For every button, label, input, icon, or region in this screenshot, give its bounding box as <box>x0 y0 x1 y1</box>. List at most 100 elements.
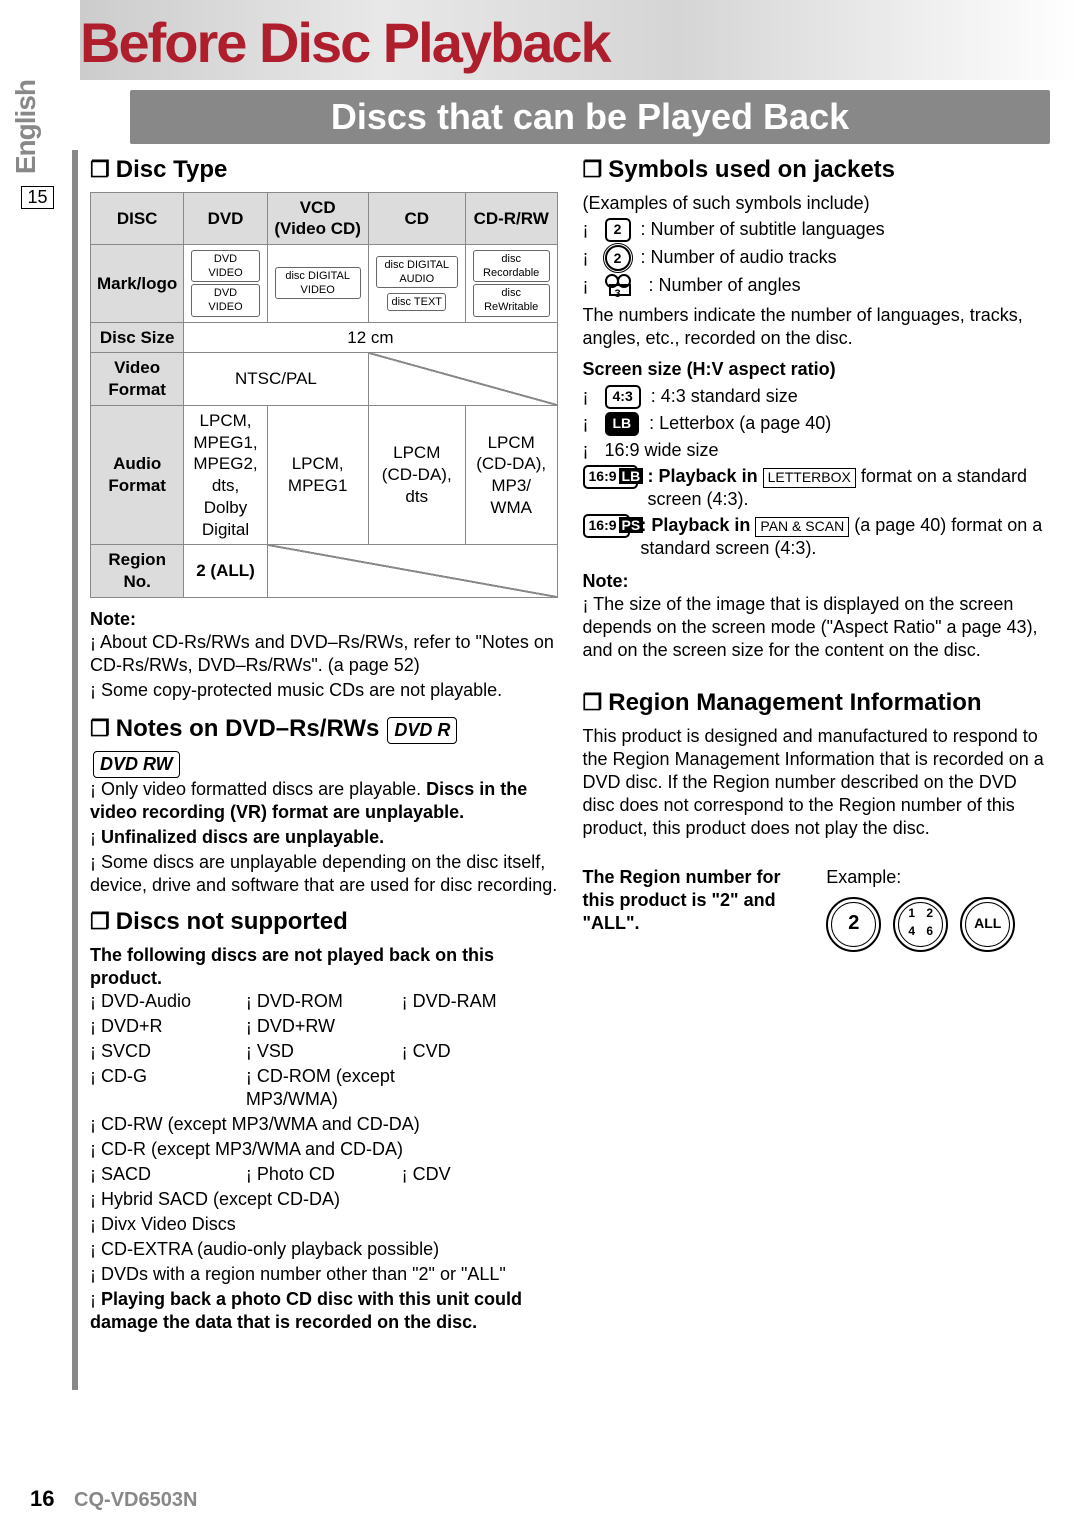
page-footer: 16 CQ-VD6503N <box>30 1486 197 1512</box>
ns-item: DVD-RAM <box>402 990 558 1013</box>
ns-item: Playing back a photo CD disc with this u… <box>90 1288 558 1334</box>
ns-col3: DVD-RAM CVD <box>402 990 558 1088</box>
screen-text: : Letterbox (a page 40) <box>649 412 831 435</box>
afmt-dvd: LPCM, MPEG1, MPEG2, dts, Dolby Digital <box>184 405 267 545</box>
ns-col2: DVD-ROM DVD+RW VSD CD-ROM (except MP3/WM… <box>246 990 402 1111</box>
wide-row: 16:9LB : Playback in LETTERBOX format on… <box>583 465 1051 511</box>
wide-intro-row: 16:9 wide size <box>583 439 1051 462</box>
logo-dvd: DVD VIDEO DVD VIDEO <box>184 245 267 322</box>
not-supported-cols: DVD-Audio DVD+R SVCD CD-G DVD-ROM DVD+RW… <box>90 990 558 1113</box>
letterbox-icon: LB <box>605 412 640 436</box>
bullet-icon <box>583 218 595 241</box>
subtitle-count-icon: 2 <box>605 218 631 242</box>
globe-all-icon: ALL <box>960 897 1015 952</box>
ns-item: CVD <box>402 1040 558 1063</box>
note1-item: Some copy-protected music CDs are not pl… <box>90 679 558 702</box>
ns-item: CD-G <box>90 1065 246 1088</box>
angle-number: 3 <box>615 287 621 301</box>
symbol-text: : Number of subtitle languages <box>641 218 885 241</box>
notes-dvd-item: Only video formatted discs are playable.… <box>90 778 558 824</box>
notes-dvd-list: Only video formatted discs are playable.… <box>90 778 558 897</box>
symbols-note: The size of the image that is displayed … <box>583 593 1051 662</box>
afmt-vcd: LPCM, MPEG1 <box>267 405 368 545</box>
ns-item: VSD <box>246 1040 402 1063</box>
ns-item: CD-R (except MP3/WMA and CD-DA) <box>90 1138 558 1161</box>
row-afmt: Audio Format <box>91 405 184 545</box>
wide-intro: 16:9 wide size <box>605 439 719 462</box>
region-label: The Region number for this product is "2… <box>583 866 807 935</box>
size-val: 12 cm <box>184 322 557 353</box>
screen-size-hdr: Screen size (H:V aspect ratio) <box>583 358 1051 381</box>
language-tab: English <box>10 80 42 174</box>
bullet-icon <box>583 439 595 462</box>
symbol-row: 2 : Number of audio tracks <box>583 245 1051 271</box>
notes-dvd-heading: Notes on DVD–Rs/RWs <box>90 714 379 745</box>
note1-item: About CD-Rs/RWs and DVD–Rs/RWs, refer to… <box>90 631 558 677</box>
globe-q: 4 <box>903 924 921 942</box>
symbols-sub: (Examples of such symbols include) <box>583 192 1051 215</box>
aspect-4-3-icon: 4:3 <box>605 385 641 409</box>
th-cdrrw: CD-R/RW <box>465 192 557 245</box>
section-number-box: 15 <box>21 186 53 209</box>
ns-item: CD-ROM (except MP3/WMA) <box>246 1065 402 1111</box>
notes-dvd-item: Unfinalized discs are unplayable. <box>90 826 558 849</box>
cd-logo-icon: disc DIGITAL AUDIO <box>376 256 458 288</box>
bullet-icon <box>583 274 595 297</box>
ns-item: CD-EXTRA (audio-only playback possible) <box>90 1238 558 1261</box>
page-subtitle: Discs that can be Played Back <box>130 90 1050 144</box>
note1-list: About CD-Rs/RWs and DVD–Rs/RWs, refer to… <box>90 631 558 702</box>
ns-item: Divx Video Discs <box>90 1213 558 1236</box>
notes-dvd-section: Notes on DVD–Rs/RWs DVD R DVD RW <box>90 714 558 778</box>
symbol-row: 2 : Number of subtitle languages <box>583 218 1051 242</box>
dvd-logo-icon: DVD VIDEO <box>191 250 259 282</box>
globe-multi-icon: 1 2 4 6 <box>893 897 948 952</box>
afmt-cd: LPCM (CD-DA), dts <box>368 405 465 545</box>
vfmt-val: NTSC/PAL <box>184 353 368 406</box>
ns-item: CD-RW (except MP3/WMA and CD-DA) <box>90 1113 558 1136</box>
th-cd: CD <box>368 192 465 245</box>
region-row: The Region number for this product is "2… <box>583 866 1051 952</box>
ns-rest: CD-RW (except MP3/WMA and CD-DA) CD-R (e… <box>90 1113 558 1161</box>
ns-item: Photo CD <box>246 1163 402 1186</box>
bullet-icon <box>583 246 595 269</box>
ns-row3: SACD Photo CD CDV <box>90 1163 558 1188</box>
region-globes: 2 1 2 4 6 ALL <box>826 897 1050 952</box>
not-supported-sub: The following discs are not played back … <box>90 944 558 990</box>
ns-item: CDV <box>402 1163 558 1186</box>
vfmt-na <box>368 353 557 406</box>
wide-text-lead: : Playback in <box>640 515 750 535</box>
wide-row: 16:9PS : Playback in PAN & SCAN (a page … <box>583 514 1051 560</box>
example-label: Example: <box>826 866 1050 889</box>
logo-cdr: disc Recordable disc ReWritable <box>465 245 557 322</box>
screen-row: LB : Letterbox (a page 40) <box>583 412 1051 436</box>
page-number: 16 <box>30 1486 54 1511</box>
screen-row: 4:3 : 4:3 standard size <box>583 385 1051 409</box>
content-area: Disc Type DISC DVD VCD (Video CD) CD CD-… <box>90 155 1050 1336</box>
disc-type-table: DISC DVD VCD (Video CD) CD CD-R/RW Mark/… <box>90 192 558 598</box>
cdr-logo-icon: disc ReWritable <box>473 284 550 316</box>
dvd-rw-logo-icon: DVD RW <box>93 751 180 778</box>
symbol-row: 3 : Number of angles <box>583 274 1051 298</box>
symbols-note-list: The size of the image that is displayed … <box>583 593 1051 662</box>
disc-type-heading: Disc Type <box>90 155 558 186</box>
wide-text-lead: : Playback in <box>648 466 758 486</box>
note1-hdr: Note: <box>90 608 558 631</box>
globe-q: 2 <box>921 906 939 924</box>
screen-text: : 4:3 standard size <box>651 385 798 408</box>
ns-rest2: Hybrid SACD (except CD-DA) Divx Video Di… <box>90 1188 558 1334</box>
th-disc: DISC <box>91 192 184 245</box>
region-heading: Region Management Information <box>583 688 1051 719</box>
ns-item: DVD+R <box>90 1015 246 1038</box>
ns-item: SACD <box>90 1163 246 1186</box>
bullet-icon <box>583 412 595 435</box>
audio-count-icon: 2 <box>605 245 631 271</box>
cdr-logo-icon: disc Recordable <box>473 250 550 282</box>
ns-item: DVDs with a region number other than "2"… <box>90 1263 558 1286</box>
symbols-heading: Symbols used on jackets <box>583 155 1051 186</box>
notes-dvd-item: Some discs are unplayable depending on t… <box>90 851 558 897</box>
bullet-icon <box>583 385 595 408</box>
16-9-lb-icon: 16:9LB <box>583 465 638 489</box>
vcd-logo-icon: disc DIGITAL VIDEO <box>275 267 361 299</box>
right-column: Symbols used on jackets (Examples of suc… <box>583 155 1051 1336</box>
letterbox-pill: LETTERBOX <box>763 468 856 488</box>
